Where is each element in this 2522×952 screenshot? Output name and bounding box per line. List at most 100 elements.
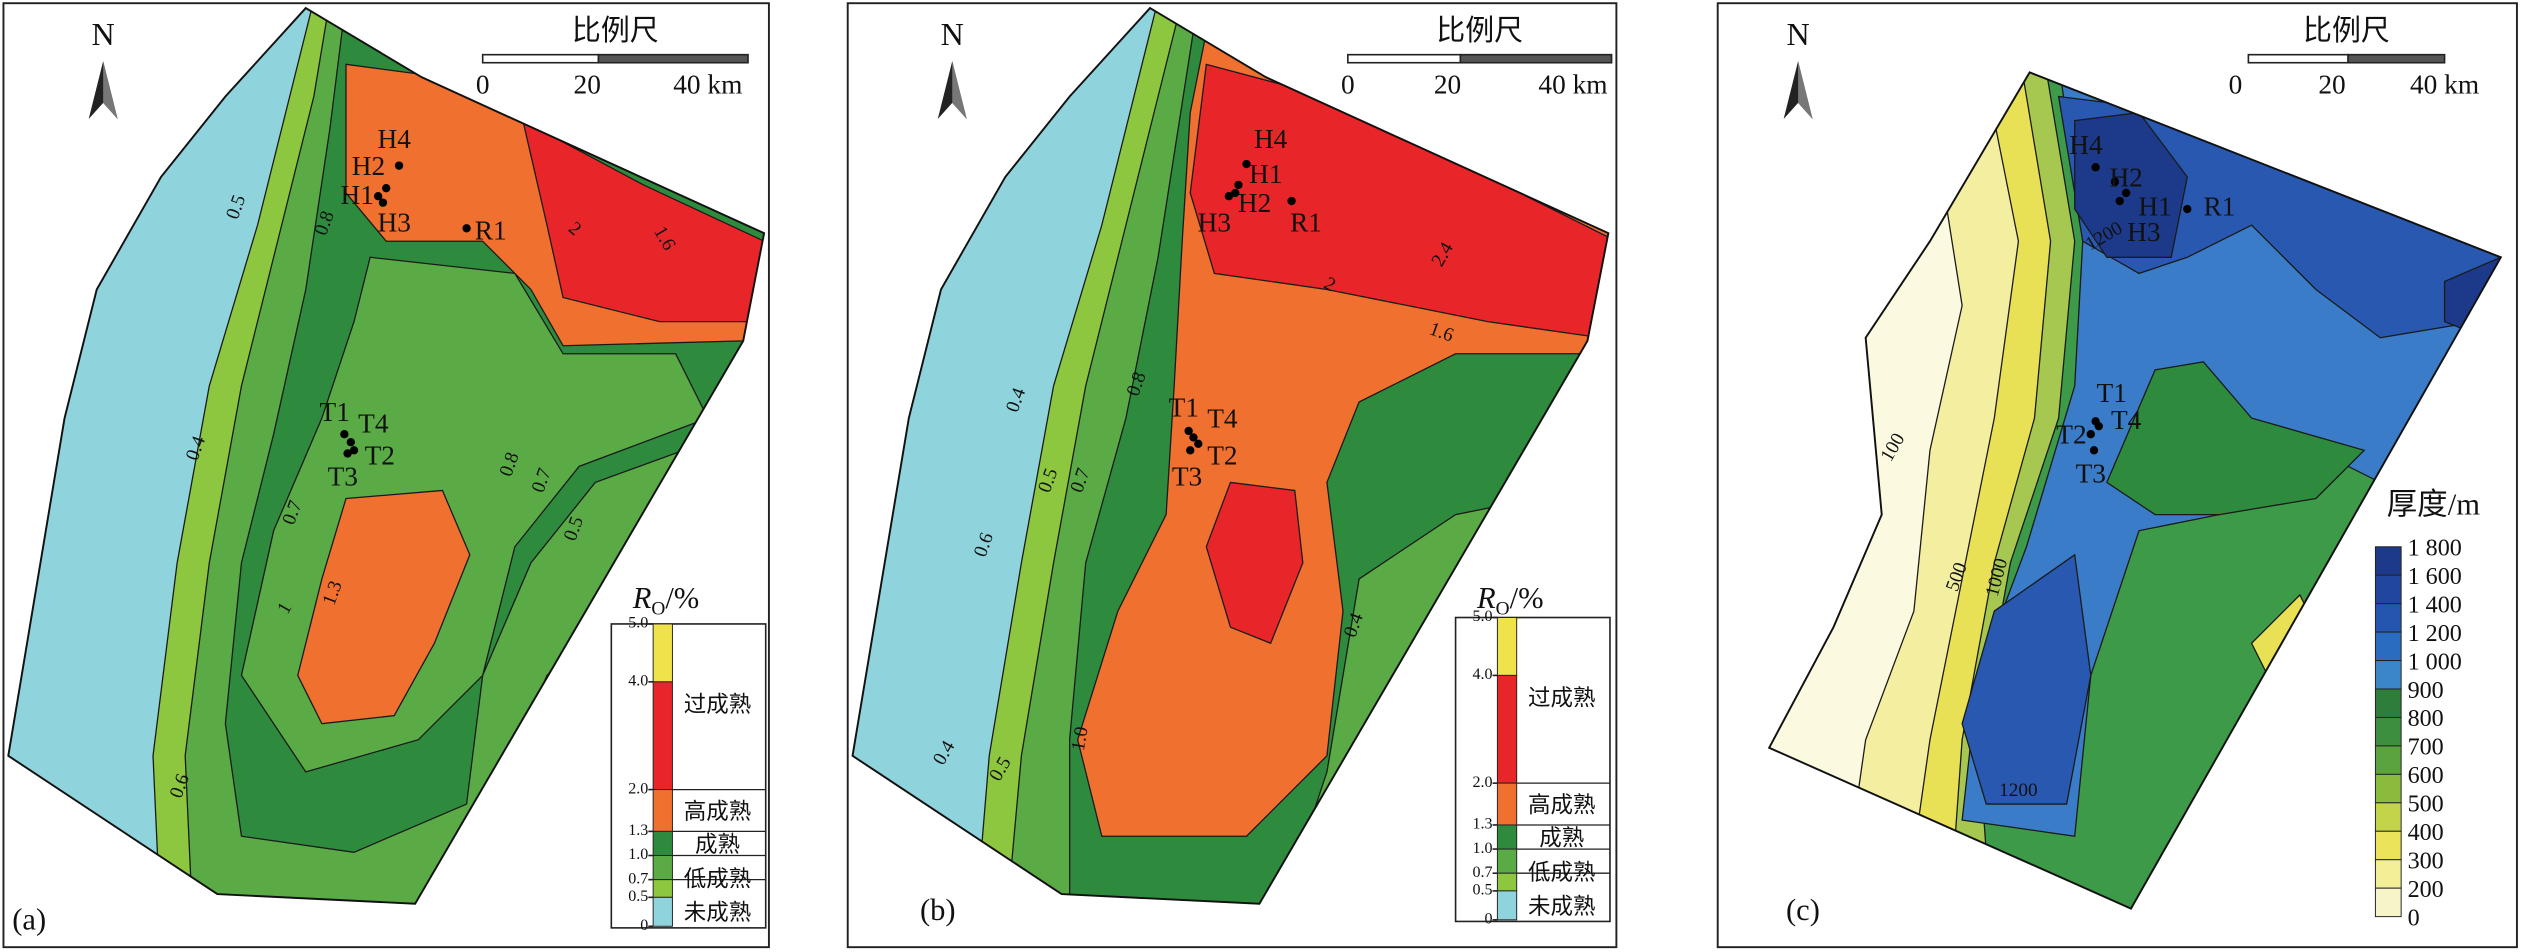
well-marker xyxy=(394,161,404,170)
legend-swatch xyxy=(2374,688,2402,718)
legend-swatch xyxy=(2374,830,2402,861)
legend-tick: 0.7 xyxy=(628,870,648,887)
panel-label: (a) xyxy=(12,902,46,936)
zones xyxy=(8,8,765,904)
legend-subscript: O xyxy=(1496,598,1510,619)
well-label: H2 xyxy=(1238,188,1271,218)
well-marker xyxy=(373,192,383,201)
north-arrow-shade xyxy=(952,61,967,119)
legend-class: 低成熟 xyxy=(684,866,752,891)
scale-title: 比例尺 xyxy=(572,15,659,47)
contour-label: 1200 xyxy=(1999,780,2038,801)
legend-class: 未成熟 xyxy=(1528,894,1596,919)
well-label: T2 xyxy=(365,441,395,471)
well-marker xyxy=(2183,204,2192,214)
legend-tick: 300 xyxy=(2408,848,2444,874)
north-label: N xyxy=(92,16,115,52)
zone xyxy=(521,119,765,323)
map-panel: 0.40.50.60.70.811.32 1.60.80.70.5H4H2H1H3… xyxy=(2,2,770,949)
legend-subscript: O xyxy=(651,598,665,619)
legend-tick: 1.3 xyxy=(628,822,648,839)
legend-swatch xyxy=(2374,574,2402,605)
legend-title: RO/% xyxy=(1476,581,1544,619)
legend-class: 成熟 xyxy=(695,832,740,857)
well-label: H2 xyxy=(2109,162,2142,192)
well-label: R1 xyxy=(2203,191,2235,221)
well-label: R1 xyxy=(1290,207,1322,237)
legend-swatch xyxy=(652,896,673,927)
legend-swatch xyxy=(2374,603,2402,633)
well-marker xyxy=(378,198,388,207)
scale-tick: 40 km xyxy=(673,69,742,99)
well-label: T4 xyxy=(1207,404,1238,434)
legend-tick: 5.0 xyxy=(1472,608,1492,625)
legend-tick: 2.0 xyxy=(1472,774,1492,791)
scale-tick: 40 km xyxy=(2410,69,2479,99)
zone xyxy=(1205,481,1304,645)
scale-tick: 0 xyxy=(2229,69,2243,99)
well-label: T3 xyxy=(328,461,358,491)
well-label: T3 xyxy=(1172,461,1202,491)
panel-label: (b) xyxy=(920,893,956,927)
well-label: H4 xyxy=(2069,130,2103,160)
scale-tick: 20 xyxy=(574,69,601,99)
legend-swatch xyxy=(1496,674,1518,784)
well-label: T3 xyxy=(2076,458,2106,488)
scale-tick: 40 km xyxy=(1538,69,1607,99)
north-arrow-shade xyxy=(103,61,118,119)
legend-swatch xyxy=(1496,782,1518,826)
legend-tick: 0.5 xyxy=(1472,882,1492,899)
legend-swatch xyxy=(2374,716,2402,747)
legend-swatch xyxy=(1496,890,1518,921)
well-label: R1 xyxy=(475,215,507,245)
legend-swatch xyxy=(652,623,673,683)
legend-swatch xyxy=(1496,824,1518,850)
well-marker xyxy=(343,449,352,458)
legend-tick: 800 xyxy=(2408,706,2444,732)
well-label: H1 xyxy=(1249,159,1282,189)
legend-title: 厚度/m xyxy=(2387,488,2481,522)
scale-bar-dark xyxy=(597,53,749,64)
legend-class: 未成熟 xyxy=(684,900,752,925)
legend-symbol: R xyxy=(1476,581,1496,615)
legend-swatch xyxy=(2374,773,2402,804)
legend-tick: 1 400 xyxy=(2408,592,2462,618)
scale-bar-white xyxy=(1347,53,1462,64)
zone xyxy=(1961,553,2092,805)
legend-tick: 4.0 xyxy=(628,673,648,690)
legend-class: 低成熟 xyxy=(1528,860,1596,885)
legend-swatch xyxy=(1496,872,1518,892)
legend-tick: 0 xyxy=(2408,905,2420,931)
legend-swatch xyxy=(2374,631,2402,662)
well-marker xyxy=(2089,446,2099,455)
legend-tick: 600 xyxy=(2408,763,2444,789)
legend-unit: /% xyxy=(665,581,699,615)
legend-tick: 500 xyxy=(2408,792,2444,818)
well-label: H3 xyxy=(378,207,411,237)
legend-box xyxy=(1454,616,1611,923)
scale-bar-dark xyxy=(2347,53,2446,64)
well-label: T1 xyxy=(320,397,350,427)
well-label: H3 xyxy=(1198,207,1231,237)
legend-class: 过成熟 xyxy=(684,692,752,717)
well-marker xyxy=(462,224,471,233)
legend-tick: 5.0 xyxy=(628,615,648,632)
well-marker xyxy=(2115,196,2124,206)
legend-tick: 0 xyxy=(640,917,648,934)
well-label: H1 xyxy=(341,180,374,210)
scale-bar-white xyxy=(481,53,600,64)
well-label: T2 xyxy=(1207,441,1237,471)
legend-class: 过成熟 xyxy=(1528,686,1596,711)
well-label: T1 xyxy=(2097,378,2127,408)
legend-symbol: R xyxy=(632,581,652,615)
well-marker xyxy=(346,438,355,447)
zones xyxy=(852,8,1609,904)
legend-swatch xyxy=(652,879,673,898)
well-marker xyxy=(1189,433,1198,442)
legend-tick: 700 xyxy=(2408,735,2444,761)
legend-tick: 1 800 xyxy=(2408,536,2462,562)
well-label: H2 xyxy=(352,151,385,181)
legend-tick: 200 xyxy=(2408,877,2444,903)
well-label: H3 xyxy=(2127,217,2160,247)
